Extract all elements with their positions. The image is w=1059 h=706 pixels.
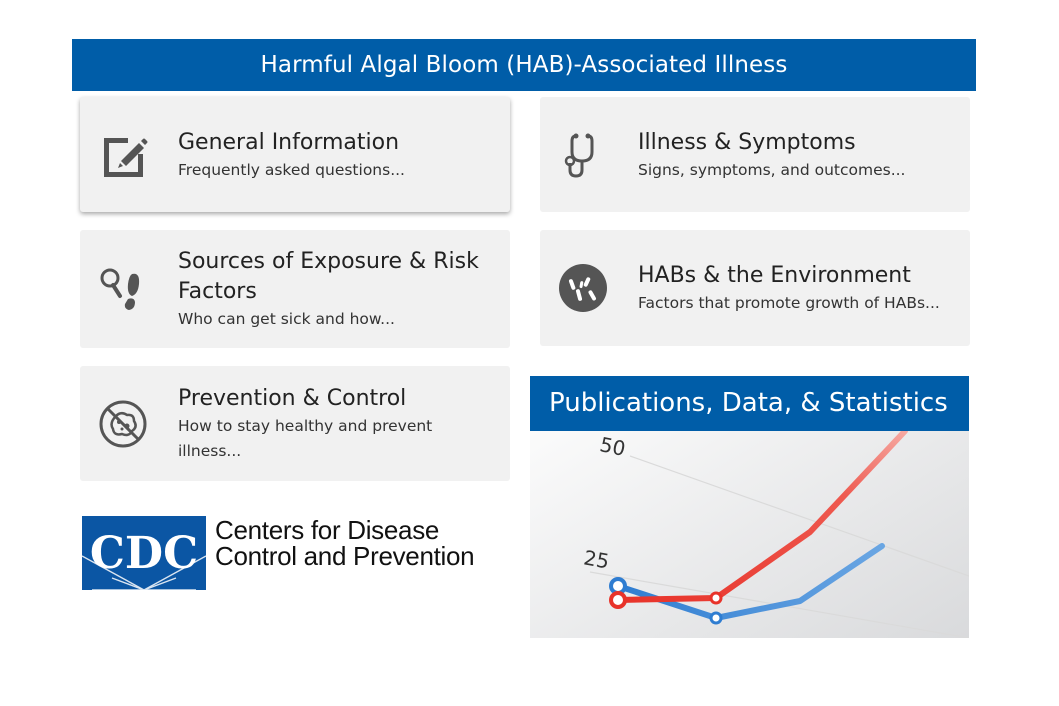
card-title: Prevention & Control — [178, 386, 407, 411]
card-description: Frequently asked questions... — [178, 161, 405, 179]
cdc-logo-text: CDC — [90, 528, 198, 579]
card-description: Who can get sick and how... — [178, 310, 395, 328]
cdc-name: Centers for Disease Control and Preventi… — [215, 515, 475, 571]
chart-tick-label: 50 — [598, 432, 628, 461]
cdc-logo[interactable]: CDC — [82, 516, 206, 590]
search-footprint-icon — [98, 264, 148, 314]
card-title: HABs & the Environment — [638, 263, 911, 288]
cdc-name-line1: Centers for Disease — [215, 515, 440, 545]
cdc-name-line2: Control and Prevention — [215, 541, 475, 571]
card-description: Factors that promote growth of HABs... — [638, 294, 940, 312]
red-series-line — [615, 428, 908, 603]
red-series-point — [709, 591, 723, 605]
card-description: Signs, symptoms, and outcomes... — [638, 161, 906, 179]
stethoscope-icon — [558, 130, 608, 180]
publications-title: Publications, Data, & Statistics — [530, 376, 969, 431]
card-illness-symptoms[interactable]: Illness & Symptoms Signs, symptoms, and … — [540, 97, 970, 212]
card-general-information[interactable]: General Information Frequently asked que… — [80, 97, 510, 212]
card-sources-of-exposure[interactable]: Sources of Exposure & Risk Factors Who c… — [80, 230, 510, 348]
blue-series-point — [709, 611, 723, 625]
card-description: How to stay healthy and prevent illness.… — [178, 417, 433, 460]
card-title: Sources of Exposure & Risk Factors — [178, 249, 479, 304]
blue-series-point — [609, 577, 627, 595]
card-title: Illness & Symptoms — [638, 130, 856, 155]
card-habs-environment[interactable]: HABs & the Environment Factors that prom… — [540, 230, 970, 346]
card-prevention-control[interactable]: Prevention & Control How to stay healthy… — [80, 366, 510, 481]
page-banner: Harmful Algal Bloom (HAB)-Associated Ill… — [72, 39, 976, 91]
chart-tick-label: 25 — [582, 545, 611, 573]
bacteria-icon — [558, 263, 608, 313]
card-title: General Information — [178, 130, 400, 155]
red-series-point — [609, 591, 627, 609]
publications-data-statistics-link[interactable]: 50 25 Publications, Data, & Statistics — [530, 376, 969, 638]
page-title: Harmful Algal Bloom (HAB)-Associated Ill… — [260, 52, 788, 78]
edit-icon — [98, 130, 148, 180]
no-germs-icon — [98, 399, 148, 449]
